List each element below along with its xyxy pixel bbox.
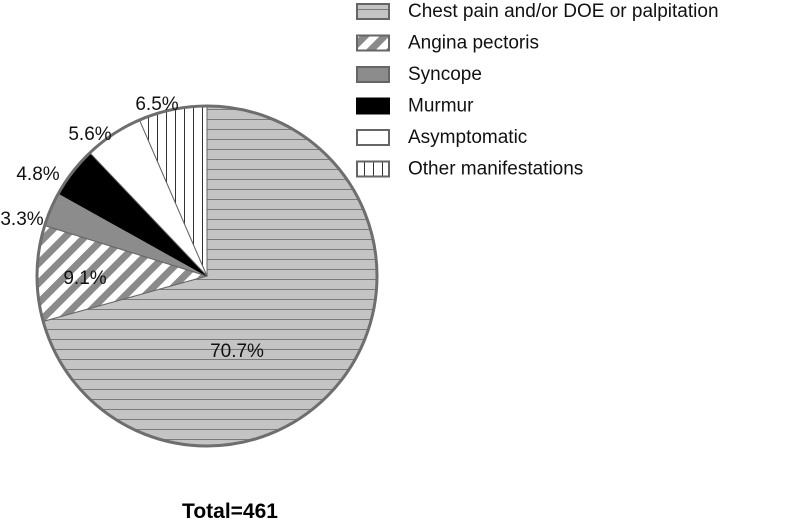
legend-label: Chest pain and/or DOE or palpitation [408, 1, 719, 22]
legend-swatch [356, 3, 390, 20]
slice-label: 5.6% [68, 124, 111, 145]
slice-label: 70.7% [210, 341, 264, 362]
slice-label: 4.8% [16, 164, 59, 185]
legend-label: Asymptomatic [408, 127, 527, 148]
legend-swatch [356, 66, 390, 83]
legend-label: Angina pectoris [408, 33, 539, 54]
pie-slices [35, 104, 379, 448]
legend-swatch [356, 97, 390, 115]
legend-label: Murmur [408, 96, 474, 117]
pie-outline [35, 104, 379, 448]
slice-label: 6.5% [135, 94, 178, 115]
legend-swatch [356, 34, 390, 52]
slice-label: 3.3% [0, 209, 43, 230]
slice-labels: 70.7% 9.1% 3.3% 4.8% 5.6% 6.5% [0, 94, 264, 362]
slice-label: 9.1% [63, 268, 106, 289]
legend-swatch [356, 160, 390, 178]
total-label: Total=461 [182, 500, 278, 523]
legend-label: Syncope [408, 64, 482, 85]
legend: Chest pain and/or DOE or palpitation Angi… [356, 1, 719, 180]
legend-label: Other manifestations [408, 159, 583, 180]
legend-swatch [356, 129, 390, 146]
